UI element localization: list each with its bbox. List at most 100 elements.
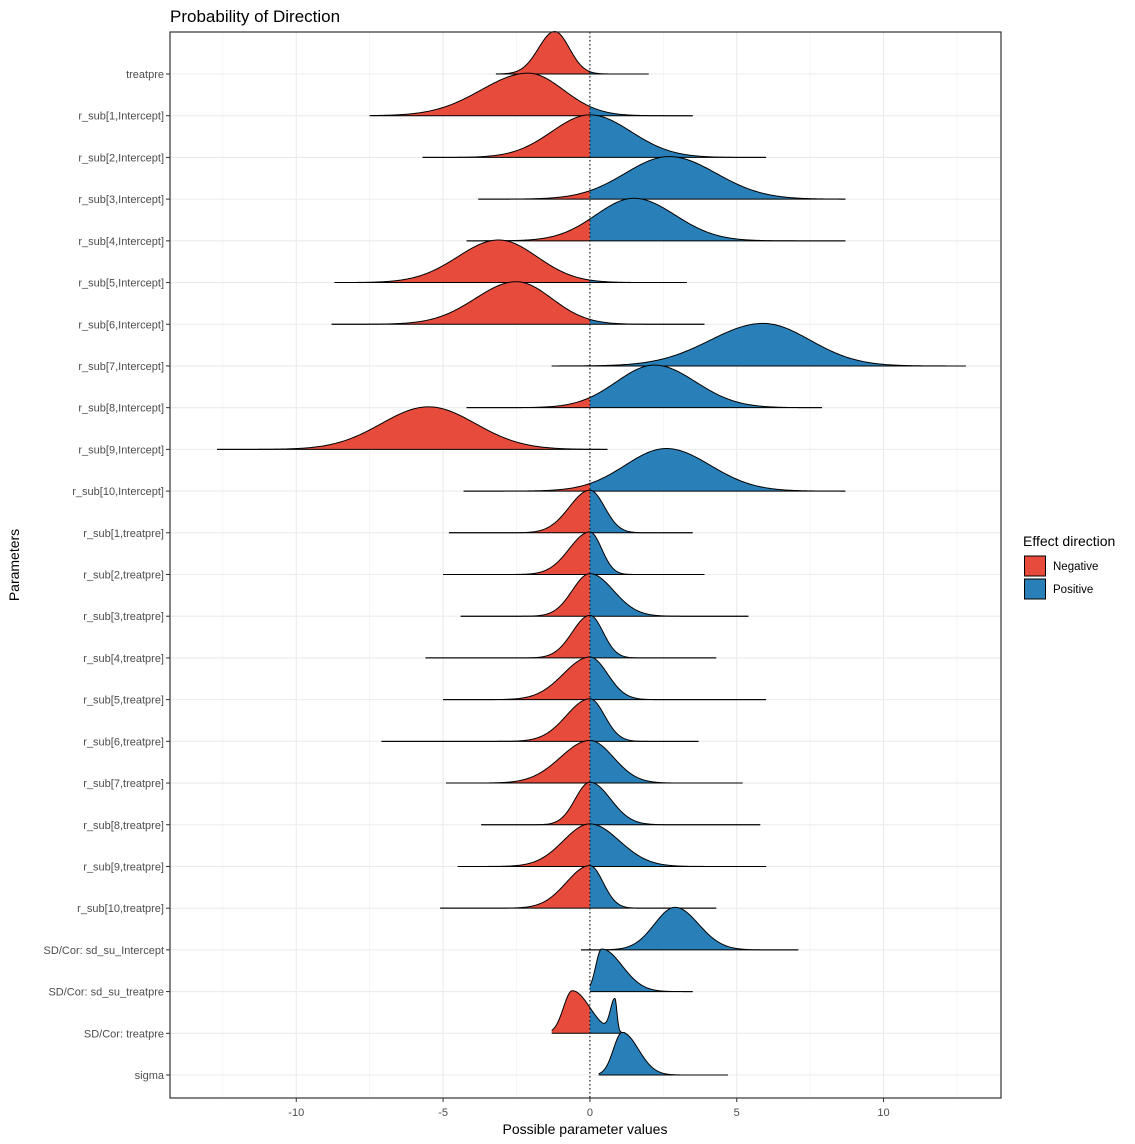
ridge-positive-area <box>589 865 717 909</box>
legend-key-negative <box>1024 555 1046 577</box>
ridge-positive-area <box>589 615 717 658</box>
y-tick-label: r_sub[6,treatpre] <box>83 736 164 748</box>
ridge-2 <box>422 114 767 158</box>
y-tick-label: sigma <box>135 1070 165 1082</box>
ridge-positive-area <box>589 949 693 992</box>
ridge-negative-area <box>381 698 590 742</box>
ridge-negative-area <box>422 114 590 158</box>
x-tick-label: 10 <box>877 1107 889 1119</box>
ridge-positive-area <box>589 365 822 408</box>
ridge-23 <box>551 990 626 1034</box>
ridge-15 <box>443 656 767 701</box>
y-tick-label: SD/Cor: sd_su_Intercept <box>44 945 164 957</box>
x-tick-label: 0 <box>587 1107 593 1119</box>
ridge-positive-area <box>589 823 767 867</box>
ridge-negative-area <box>443 531 590 575</box>
ridge-12 <box>443 531 705 575</box>
ridge-positive-area <box>589 198 846 241</box>
ridge-positive-area <box>589 782 761 825</box>
y-tick-label: r_sub[2,treatpre] <box>83 570 164 582</box>
ridge-6 <box>331 281 705 325</box>
y-tick-label: r_sub[1,Intercept] <box>78 111 164 123</box>
ridge-negative-area <box>466 397 590 408</box>
ridge-16 <box>381 698 699 742</box>
legend-label-positive: Positive <box>1053 584 1093 596</box>
ridge-negative-area <box>457 823 590 867</box>
ridge-14 <box>425 614 717 659</box>
ridge-negative-area <box>331 281 590 325</box>
ridge-negative-area <box>446 740 590 784</box>
ridge-positive-area <box>589 698 699 742</box>
y-tick-label: r_sub[2,Intercept] <box>78 152 164 164</box>
y-tick-label: r_sub[6,Intercept] <box>78 319 164 331</box>
ridge-positive-area <box>589 323 966 366</box>
ridge-positive-area <box>589 573 749 617</box>
ridge-11 <box>448 489 693 534</box>
ridge-positive-area <box>598 1032 728 1075</box>
ridge-8 <box>466 364 822 409</box>
ridge-21 <box>581 906 799 951</box>
y-tick-label: r_sub[7,treatpre] <box>83 778 164 790</box>
ridge-outline <box>551 322 966 367</box>
ridge-22 <box>589 948 693 993</box>
ridge-negative-area <box>334 240 590 283</box>
legend-entries: Negative Positive <box>1024 555 1098 600</box>
y-tick-label: treatpre <box>126 69 164 81</box>
ridge-negative-area <box>495 31 590 74</box>
ridge-outline <box>478 156 846 200</box>
ridge-positive-area <box>589 907 799 950</box>
y-tick-label: r_sub[3,Intercept] <box>78 194 164 206</box>
x-tick-label: -5 <box>438 1107 448 1119</box>
ridge-4 <box>466 197 846 242</box>
y-tick-label: r_sub[10,Intercept] <box>72 486 164 498</box>
ridge-13 <box>460 573 749 617</box>
x-axis-title: Possible parameter values <box>503 1121 668 1137</box>
legend-label-negative: Negative <box>1053 561 1098 573</box>
ridge-positive-area <box>589 490 693 533</box>
ridge-negative-area <box>440 865 590 909</box>
ridge-7 <box>551 322 966 367</box>
y-tick-label: SD/Cor: treatpre <box>84 1028 164 1040</box>
ridge-negative-area <box>448 490 590 533</box>
x-tick-label: -10 <box>288 1107 304 1119</box>
legend: Effect direction Negative Positive <box>1023 533 1115 600</box>
panel-border <box>169 31 1002 1099</box>
ridge-24 <box>598 1031 728 1076</box>
ridge-positive-area <box>589 657 767 700</box>
ridge-negative-area <box>463 483 590 492</box>
y-tick-label: r_sub[10,treatpre] <box>77 903 164 915</box>
ridge-negative-area <box>369 73 590 116</box>
y-axis: treatpre r_sub[1,Intercept] r_sub[2,Interc… <box>44 69 170 1082</box>
y-tick-label: r_sub[9,Intercept] <box>78 444 164 456</box>
y-tick-label: r_sub[4,Intercept] <box>78 236 164 248</box>
ridge-negative-area <box>466 218 590 241</box>
ridges <box>216 30 966 1076</box>
y-tick-label: r_sub[9,treatpre] <box>83 861 164 873</box>
x-tick-label: 5 <box>734 1107 740 1119</box>
legend-key-positive <box>1024 578 1046 600</box>
ridge-10 <box>463 448 846 492</box>
ridge-3 <box>478 156 846 200</box>
ridge-negative-area <box>216 406 590 450</box>
y-tick-label: SD/Cor: sd_su_treatpre <box>48 987 164 999</box>
y-tick-label: r_sub[1,treatpre] <box>83 528 164 540</box>
ridge-negative-area <box>551 990 590 1034</box>
y-tick-label: r_sub[5,treatpre] <box>83 695 164 707</box>
ridge-positive-area <box>589 106 693 116</box>
ridge-positive-area <box>589 740 743 784</box>
ridge-negative-area <box>425 615 590 658</box>
ridge-9 <box>216 406 608 450</box>
y-tick-label: r_sub[8,Intercept] <box>78 403 164 415</box>
ridge-negative-area <box>481 782 590 825</box>
y-tick-label: r_sub[8,treatpre] <box>83 820 164 832</box>
ridge-negative-area <box>460 573 590 617</box>
ridge-19 <box>457 823 767 867</box>
y-tick-label: r_sub[4,treatpre] <box>83 653 164 665</box>
x-axis: -10 -5 0 5 10 <box>288 1098 890 1119</box>
ridge-18 <box>481 781 761 826</box>
y-axis-title: Parameters <box>6 529 22 601</box>
legend-title: Effect direction <box>1023 533 1115 549</box>
y-tick-label: r_sub[3,treatpre] <box>83 611 164 623</box>
ridge-positive-area <box>589 156 846 200</box>
